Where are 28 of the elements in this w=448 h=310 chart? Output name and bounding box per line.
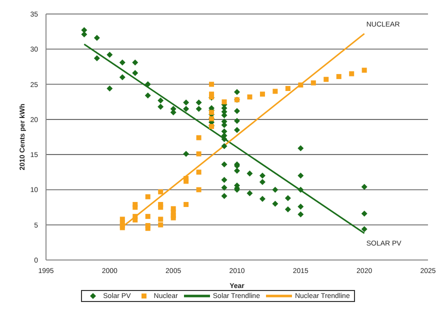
point — [285, 86, 290, 92]
point — [145, 194, 150, 200]
point — [298, 82, 304, 88]
point — [209, 82, 214, 87]
point — [158, 222, 164, 228]
point — [196, 151, 202, 156]
point — [324, 76, 329, 82]
point — [272, 88, 278, 94]
point — [222, 99, 227, 104]
point — [209, 110, 214, 115]
point — [196, 135, 202, 140]
point — [158, 189, 164, 194]
point — [196, 187, 202, 192]
point — [196, 170, 202, 175]
point — [349, 71, 354, 76]
point — [184, 202, 189, 207]
point — [158, 216, 164, 222]
point — [132, 217, 138, 222]
point — [362, 68, 367, 73]
point — [310, 80, 316, 86]
point — [247, 94, 252, 100]
point — [145, 226, 150, 231]
point — [260, 92, 265, 97]
point — [145, 214, 150, 219]
point — [184, 178, 189, 184]
point — [336, 74, 342, 80]
point — [132, 204, 138, 210]
point — [158, 204, 164, 210]
